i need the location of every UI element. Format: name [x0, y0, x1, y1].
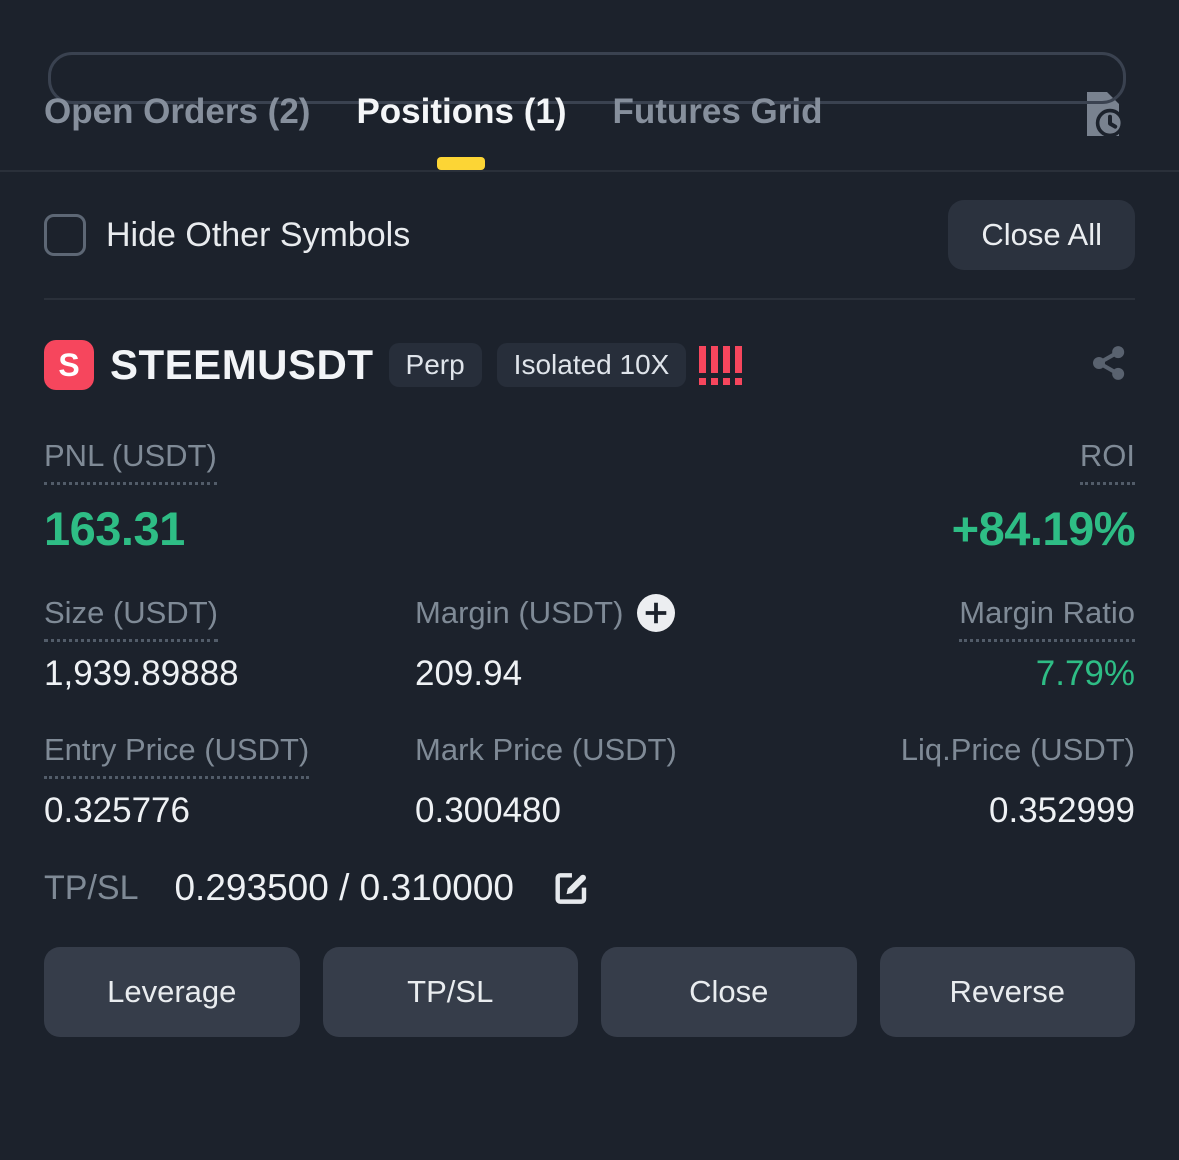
- contract-type-badge: Perp: [388, 343, 482, 387]
- tpsl-value: 0.293500 / 0.310000: [174, 867, 514, 908]
- close-all-button[interactable]: Close All: [948, 200, 1135, 270]
- pnl-value: 163.31: [44, 502, 185, 555]
- margin-ratio-label[interactable]: Margin Ratio: [959, 595, 1135, 642]
- tpsl-row: TP/SL 0.293500 / 0.310000: [44, 867, 1135, 909]
- size-margin-labels: Size (USDT) Margin (USDT) Margin Ratio: [44, 594, 1135, 642]
- position-actions: Leverage TP/SL Close Reverse: [44, 947, 1135, 1037]
- hide-other-symbols-checkbox[interactable]: [44, 214, 86, 256]
- liq-price-label: Liq.Price (USDT): [900, 732, 1135, 767]
- margin-mode-badge[interactable]: Isolated 10X: [496, 343, 687, 387]
- share-icon[interactable]: [1089, 343, 1129, 388]
- roi-value: +84.19%: [951, 502, 1136, 555]
- margin-label: Margin (USDT): [415, 595, 624, 630]
- margin-value: 209.94: [415, 654, 523, 693]
- plus-circle-icon[interactable]: [637, 594, 676, 632]
- mark-price-label: Mark Price (USDT): [415, 732, 677, 767]
- size-value: 1,939.89888: [44, 654, 239, 693]
- hide-other-symbols-label: Hide Other Symbols: [106, 215, 411, 254]
- position-symbol[interactable]: STEEMUSDT: [110, 341, 374, 388]
- risk-level-icon: [699, 345, 743, 385]
- roi-label[interactable]: ROI: [1079, 438, 1135, 485]
- size-label[interactable]: Size (USDT): [44, 595, 218, 642]
- close-button[interactable]: Close: [601, 947, 857, 1037]
- tab-positions[interactable]: Positions (1): [356, 86, 566, 170]
- tab-futures-grid[interactable]: Futures Grid: [612, 92, 823, 131]
- section-divider: [44, 298, 1135, 300]
- leverage-button[interactable]: Leverage: [44, 947, 300, 1037]
- reverse-button[interactable]: Reverse: [879, 947, 1135, 1037]
- pnl-label[interactable]: PNL (USDT): [44, 438, 217, 485]
- pnl-roi-labels: PNL (USDT) ROI: [44, 438, 1135, 485]
- edit-icon[interactable]: [552, 869, 590, 907]
- positions-controls: Hide Other Symbols Close All: [44, 200, 1135, 270]
- tab-list: Open Orders (2) Positions (1) Futures Gr…: [44, 86, 1081, 170]
- margin-ratio-value: 7.79%: [1035, 654, 1135, 693]
- tpsl-label: TP/SL: [44, 868, 139, 907]
- symbol-input-bottom-edge[interactable]: [48, 52, 1126, 104]
- pnl-roi-values: 163.31 +84.19%: [44, 501, 1136, 556]
- price-values: 0.325776 0.300480 0.352999: [44, 791, 1135, 831]
- entry-price-label[interactable]: Entry Price (USDT): [44, 732, 310, 779]
- mark-price-value: 0.300480: [415, 791, 561, 830]
- coin-logo: S: [44, 340, 94, 390]
- tpsl-button[interactable]: TP/SL: [322, 947, 578, 1037]
- position-header: S STEEMUSDT Perp Isolated 10X: [44, 340, 1135, 390]
- price-labels: Entry Price (USDT) Mark Price (USDT) Liq…: [44, 732, 1135, 779]
- size-margin-values: 1,939.89888 209.94 7.79%: [44, 654, 1135, 694]
- entry-price-value: 0.325776: [44, 791, 190, 830]
- liq-price-value: 0.352999: [989, 791, 1135, 830]
- tab-open-orders[interactable]: Open Orders (2): [44, 92, 311, 131]
